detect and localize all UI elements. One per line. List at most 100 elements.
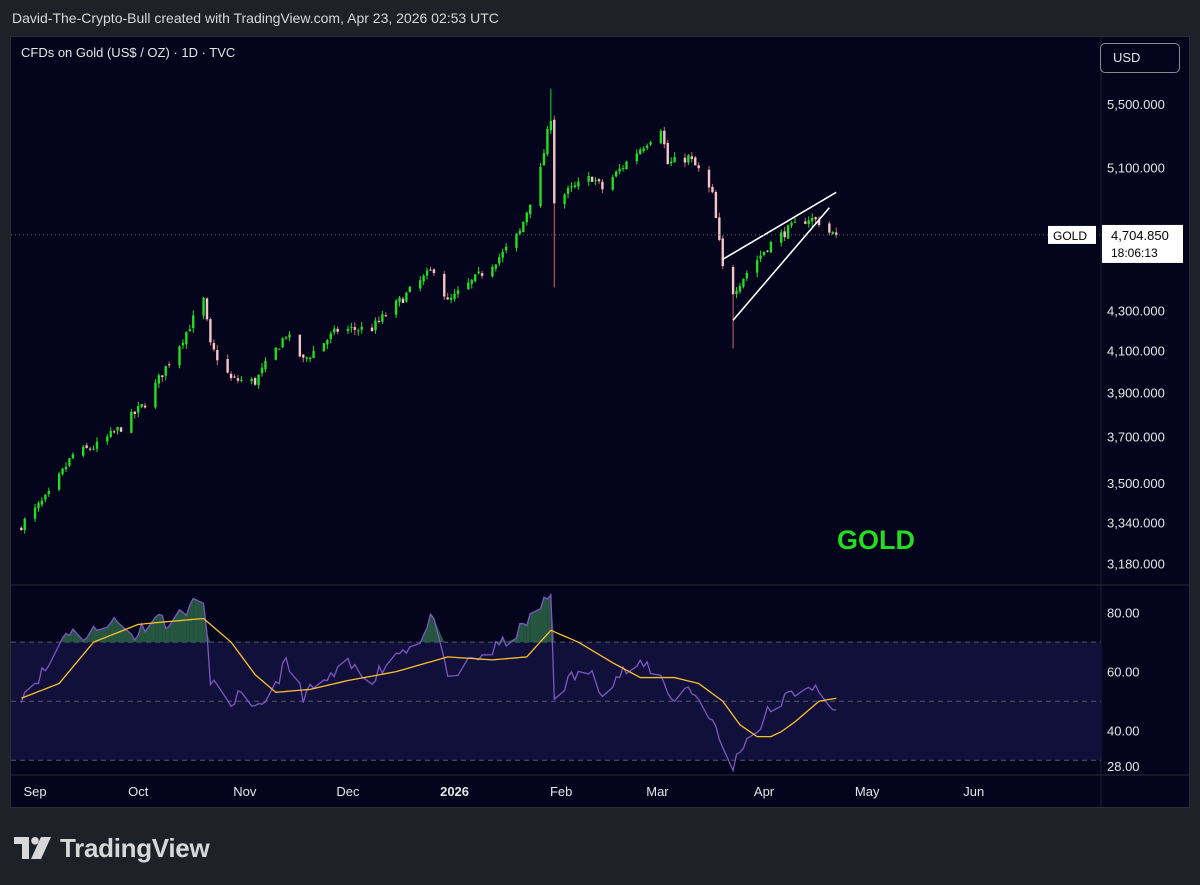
- candle-body: [429, 269, 432, 271]
- candle-body: [422, 275, 425, 282]
- candle-body: [446, 297, 449, 300]
- candle-body: [357, 330, 360, 332]
- candle-body: [192, 315, 195, 329]
- candle-body: [130, 412, 133, 433]
- candle-body: [443, 274, 446, 297]
- candle-body: [659, 130, 663, 144]
- candle-body: [360, 326, 363, 330]
- candle-body: [47, 490, 51, 495]
- candle-body: [766, 250, 769, 252]
- ticker-tag: [1048, 225, 1096, 244]
- candle-body: [570, 186, 573, 188]
- candle-body: [618, 168, 621, 172]
- candle-body: [690, 156, 694, 160]
- candle-body: [494, 264, 498, 269]
- candle-body: [274, 347, 277, 360]
- candle-body: [229, 373, 233, 379]
- last-price-label: GOLD 4,704.850 18:06:13: [11, 224, 1183, 263]
- candle-body: [529, 204, 532, 215]
- time-tick-label: Sep: [23, 784, 46, 799]
- candle-body: [759, 255, 762, 259]
- rsi-overbought-fill: [158, 614, 163, 643]
- chart-panel[interactable]: 80.00 60.00 40.00 28.00 5,500.000 5,100.000 4…: [10, 36, 1190, 808]
- candle-body: [92, 448, 95, 450]
- symbol-title: CFDs on Gold (US$ / OZ) · 1D · TVC: [21, 45, 236, 60]
- rsi-overbought-fill: [165, 626, 170, 643]
- candle-body: [284, 337, 288, 339]
- rsi-overbought-fill: [189, 598, 194, 643]
- rsi-overbought-fill: [169, 609, 180, 643]
- candle-body: [470, 279, 473, 284]
- candle-body: [683, 157, 687, 163]
- chart-attribution: David-The-Crypto-Bull created with Tradi…: [12, 10, 499, 26]
- candle-body: [143, 405, 147, 408]
- candle-body: [611, 177, 614, 190]
- candle-body: [240, 379, 243, 381]
- candle-body: [738, 285, 742, 292]
- candle-body: [501, 251, 504, 258]
- candle-body: [164, 365, 167, 376]
- rsi-overbought-fill: [423, 627, 428, 643]
- time-tick-label: May: [855, 784, 880, 799]
- candle-body: [68, 458, 71, 466]
- candle-body: [432, 269, 436, 274]
- rsi-tick-label: 60.00: [1107, 665, 1140, 680]
- tradingview-brand: TradingView: [60, 832, 210, 863]
- candle-body: [515, 233, 518, 248]
- candle-body: [161, 375, 164, 378]
- candle-body: [742, 278, 745, 287]
- candle-body: [312, 350, 315, 358]
- candle-body: [250, 378, 253, 382]
- time-tick-label: Mar: [646, 784, 669, 799]
- candle-body: [566, 188, 570, 194]
- currency-button[interactable]: USD: [1100, 43, 1180, 73]
- candle-body: [370, 327, 374, 332]
- candle-body: [831, 231, 835, 234]
- candle-body: [731, 266, 735, 295]
- rsi-overbought-fill: [182, 612, 187, 643]
- rsi-overbought-fill: [121, 625, 132, 643]
- candle-body: [745, 272, 749, 279]
- candle-body: [590, 176, 594, 182]
- candle-body: [687, 155, 690, 163]
- candle-body: [804, 221, 807, 224]
- price-tick-label: 3,340.000: [1107, 515, 1165, 530]
- candle-body: [491, 266, 494, 277]
- candle-body: [188, 329, 192, 332]
- candle-body: [498, 257, 501, 264]
- candle-body: [277, 348, 281, 350]
- candle-body: [64, 466, 68, 470]
- candle-body: [449, 297, 453, 300]
- candle-body: [374, 320, 377, 331]
- candle-body: [333, 328, 336, 333]
- rsi-overbought-fill: [519, 623, 524, 643]
- candle-body: [405, 292, 408, 302]
- candle-body: [542, 153, 546, 166]
- rsi-tick-label: 40.00: [1107, 724, 1140, 739]
- price-tick-label: 4,100.000: [1107, 343, 1165, 358]
- candle-body: [88, 448, 92, 450]
- candle-body: [563, 194, 566, 205]
- price-tag: [1102, 224, 1183, 263]
- candle-body: [546, 128, 549, 155]
- candle-body: [711, 186, 714, 193]
- candle-body: [178, 346, 181, 366]
- rsi-overbought-fill: [433, 618, 445, 643]
- candle-body: [467, 282, 470, 290]
- chart-svg[interactable]: 80.00 60.00 40.00 28.00 5,500.000 5,100.000 4…: [11, 37, 1189, 807]
- candle-body: [322, 343, 326, 352]
- time-tick-label: Jun: [963, 784, 984, 799]
- candle-body: [384, 315, 387, 317]
- rsi-overbought-fill: [547, 594, 551, 643]
- candle-body: [106, 436, 109, 442]
- candle-body: [793, 221, 797, 223]
- candle-body: [23, 518, 26, 530]
- candle-body: [20, 527, 23, 530]
- candle-body: [669, 161, 673, 164]
- time-axis: Sep Oct Nov Dec 2026 Feb Mar Apr May Jun: [23, 784, 984, 799]
- price-tick-label: 3,500.000: [1107, 476, 1165, 491]
- candle-body: [212, 342, 216, 350]
- wedge-trendline: [722, 191, 837, 261]
- candle-body: [755, 260, 759, 273]
- price-tick-label: 5,100.000: [1107, 160, 1165, 175]
